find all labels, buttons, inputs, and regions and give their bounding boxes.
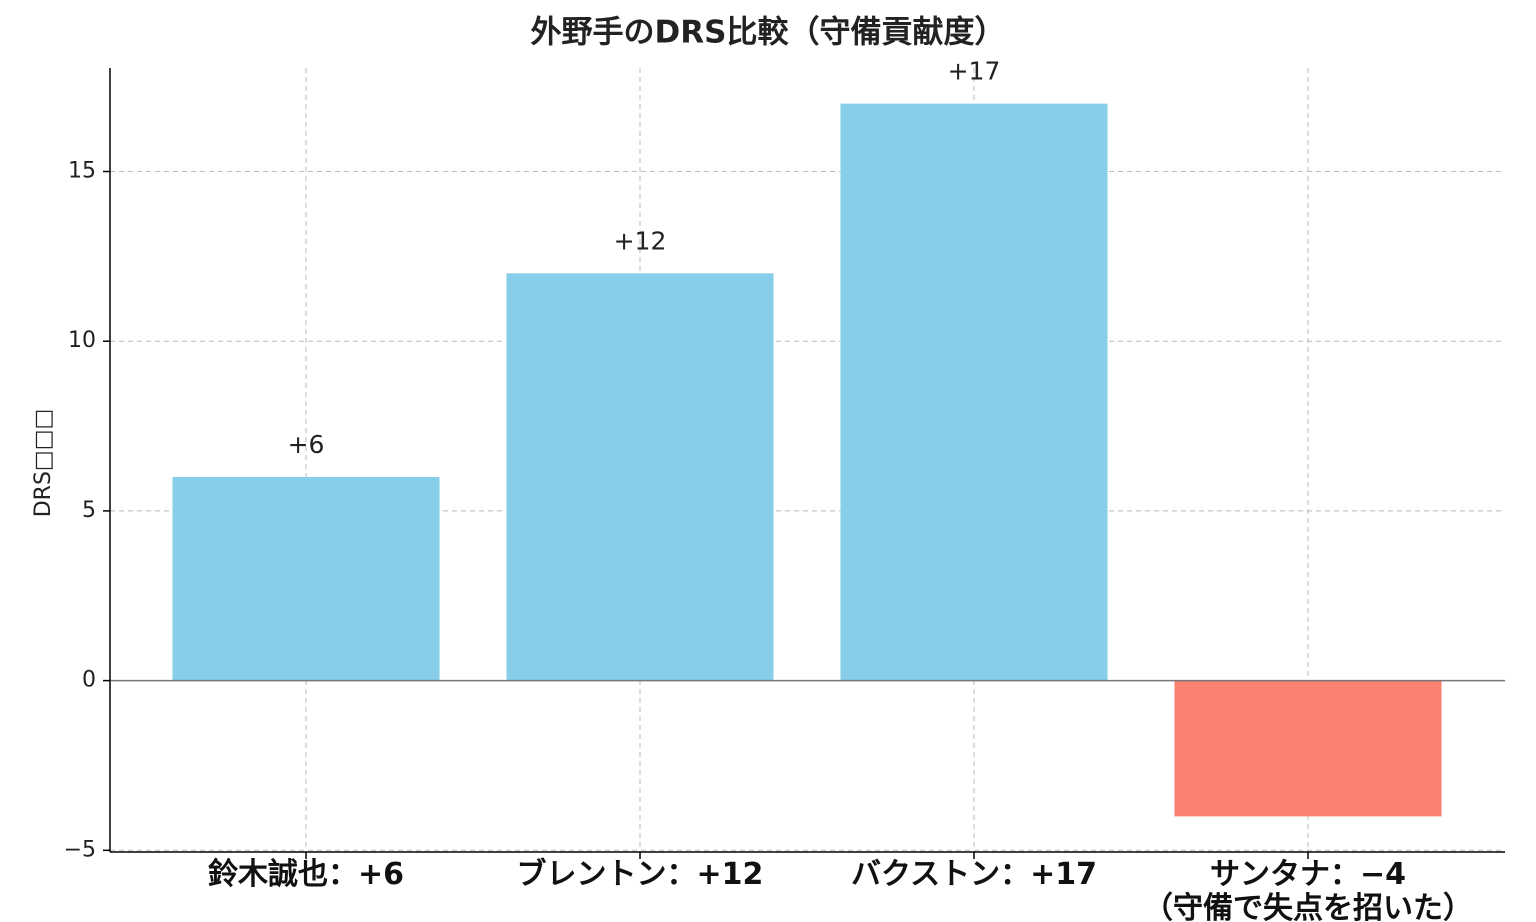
value-label: +12: [614, 226, 667, 255]
x-tick-label: バクストン：+17: [851, 857, 1097, 892]
y-tick-label: 5: [82, 498, 96, 523]
x-tick-label: サンタナ：−4 （守備で失点を招いた）: [1143, 857, 1473, 922]
y-tick-label: 10: [68, 328, 96, 353]
bar: [506, 273, 774, 681]
value-label: +6: [288, 430, 325, 459]
x-tick-label: ブレントン：+12: [516, 857, 764, 892]
x-tick-label: 鈴木誠也：+6: [207, 857, 404, 892]
bar: [1174, 680, 1442, 817]
y-tick-label: 0: [82, 668, 96, 693]
y-tick-label: −5: [64, 837, 96, 862]
y-axis-label: DRS□□□: [31, 409, 56, 518]
value-label: +17: [948, 57, 1001, 86]
bar: [172, 476, 440, 681]
bar: [840, 103, 1108, 681]
chart-title: 外野手のDRS比較（守備貢献度）: [531, 15, 1006, 51]
y-tick-label: 15: [68, 159, 96, 184]
